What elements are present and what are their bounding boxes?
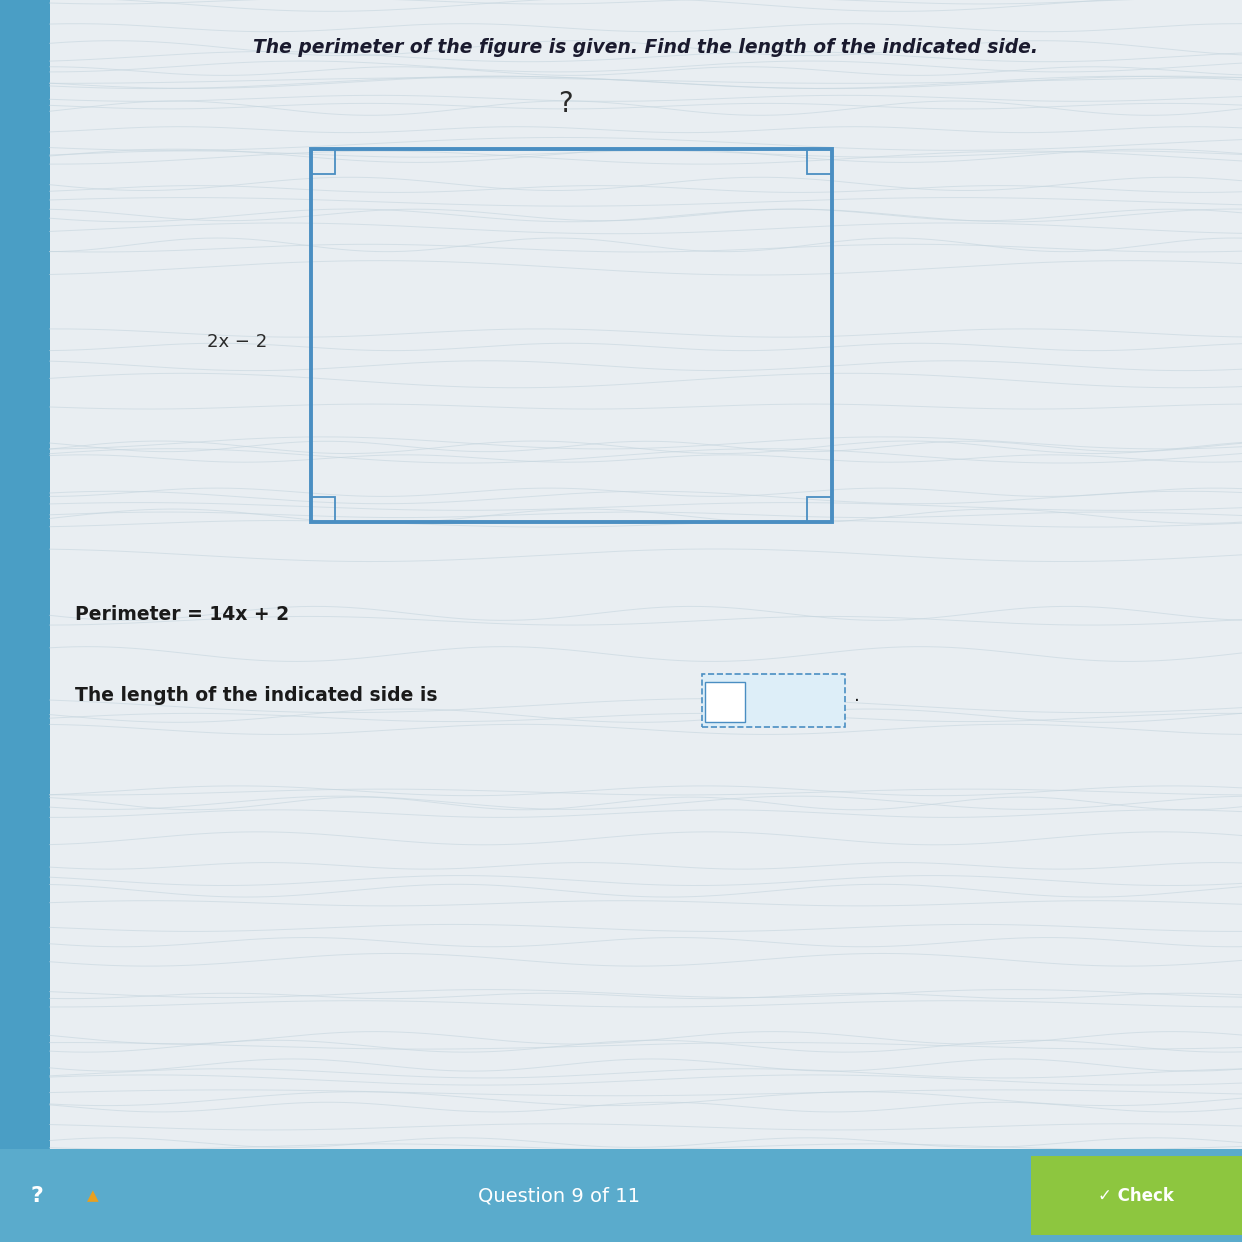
- Text: .: .: [854, 686, 861, 705]
- Bar: [1031, 1156, 1242, 1235]
- Text: The perimeter of the figure is given. Find the length of the indicated side.: The perimeter of the figure is given. Fi…: [253, 37, 1038, 57]
- Bar: [0, 1149, 1242, 1242]
- Bar: [310, 497, 335, 522]
- Text: ?: ?: [31, 1186, 43, 1206]
- Text: Perimeter = 14x + 2: Perimeter = 14x + 2: [75, 605, 288, 625]
- Text: ✓ Check: ✓ Check: [1098, 1187, 1175, 1205]
- Text: 2x − 2: 2x − 2: [206, 333, 267, 350]
- Text: ▲: ▲: [87, 1189, 99, 1203]
- Bar: [310, 149, 832, 522]
- Text: The length of the indicated side is: The length of the indicated side is: [75, 686, 437, 705]
- Bar: [702, 674, 845, 727]
- Bar: [807, 497, 832, 522]
- Bar: [807, 149, 832, 174]
- Bar: [310, 149, 335, 174]
- Bar: [705, 682, 744, 722]
- Text: ?: ?: [558, 89, 573, 118]
- Bar: [0, 0, 50, 1149]
- Text: Question 9 of 11: Question 9 of 11: [478, 1186, 640, 1206]
